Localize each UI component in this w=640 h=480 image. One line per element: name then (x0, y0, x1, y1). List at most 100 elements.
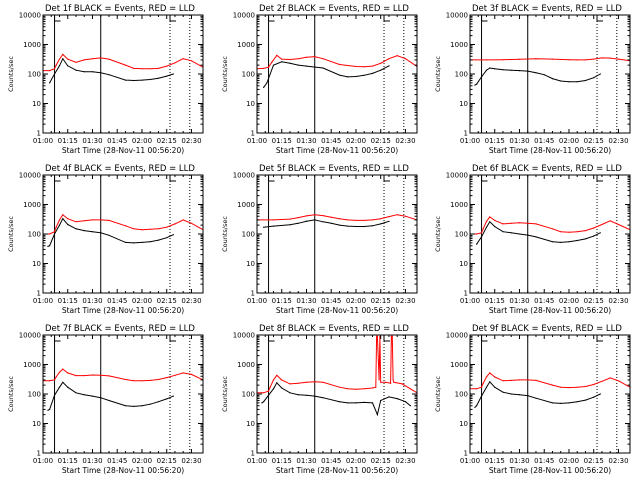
x-tick-label: 01:15 (485, 297, 505, 305)
x-tick-label: 01:30 (296, 297, 316, 305)
point-lld (58, 219, 61, 221)
x-tick-label: 02:30 (608, 297, 628, 305)
point-lld (535, 379, 537, 381)
point-lld (75, 375, 77, 377)
point-events (297, 64, 299, 66)
point-lld (55, 376, 57, 378)
point-lld (53, 379, 56, 381)
point-lld (281, 379, 283, 381)
point-events (261, 402, 263, 404)
point-lld (609, 220, 611, 222)
point-lld (322, 381, 324, 383)
series-line-lld (257, 214, 417, 221)
point-lld (267, 390, 270, 392)
point-events (480, 76, 483, 78)
point-events (166, 75, 168, 77)
point-events (141, 241, 143, 243)
y-tick-label: 10 (32, 420, 41, 428)
point-events (527, 234, 529, 236)
point-events (322, 67, 324, 69)
point-events (305, 65, 308, 67)
top-marker (268, 15, 275, 22)
point-events (133, 405, 135, 407)
x-tick-label: 02:30 (181, 457, 201, 465)
point-lld (276, 374, 278, 376)
panel-series (43, 213, 203, 247)
point-lld (100, 374, 102, 376)
top-marker (383, 335, 391, 342)
top-marker (54, 175, 61, 182)
y-tick-label: 100 (455, 231, 468, 239)
panel-title: Det 9f BLACK = Events, RED = LLD (472, 324, 622, 334)
point-lld (338, 386, 341, 388)
point-events (599, 393, 601, 395)
plot-frame (42, 174, 204, 294)
point-events (593, 235, 595, 237)
panel-series (43, 53, 203, 84)
point-events (281, 61, 283, 63)
y-tick-label: 10000 (19, 172, 41, 180)
x-tick-label: 01:15 (272, 137, 292, 145)
x-tick-label: 01:00 (33, 297, 53, 305)
point-events (543, 74, 545, 76)
point-events (314, 219, 316, 221)
point-lld (375, 386, 377, 388)
point-events (584, 79, 587, 82)
point-lld (124, 225, 127, 227)
point-lld (560, 386, 562, 388)
point-lld (584, 385, 587, 388)
point-events (560, 402, 562, 404)
y-axis-label: Counts/sec (434, 56, 442, 92)
point-lld (166, 377, 168, 379)
point-lld (593, 58, 595, 60)
point-events (47, 245, 49, 247)
x-tick-label: 01:15 (485, 457, 505, 465)
point-lld (58, 371, 61, 373)
point-lld (182, 219, 184, 221)
point-events (380, 223, 382, 225)
point-events (494, 68, 496, 70)
point-lld (314, 381, 316, 383)
point-lld (601, 57, 603, 59)
series-line-lld (257, 54, 417, 70)
x-tick-label: 02:30 (608, 457, 628, 465)
y-tick-label: 100 (28, 391, 41, 399)
y-tick-label: 10 (246, 420, 255, 428)
y-axis-label: Counts/sec (434, 216, 442, 252)
point-lld (494, 219, 496, 221)
y-tick-label: 1000 (450, 41, 468, 49)
point-lld (363, 388, 365, 390)
y-tick-label: 1000 (23, 201, 41, 209)
panel-series (257, 54, 417, 88)
x-tick-label: 02:15 (371, 137, 391, 145)
point-lld (502, 223, 504, 225)
point-events (527, 70, 529, 72)
x-tick-label: 01:45 (321, 457, 341, 465)
point-events (404, 401, 407, 403)
panel-series (43, 368, 203, 411)
point-events (355, 75, 357, 78)
x-tick-label: 01:00 (247, 297, 267, 305)
plot-frame (42, 14, 204, 134)
panel-2: Det 2f BLACK = Events, RED = LLD 1 10 100 10… (221, 4, 418, 155)
x-tick-label: 01:15 (272, 457, 292, 465)
x-tick-label: 01:45 (321, 297, 341, 305)
point-events (371, 225, 374, 227)
point-lld (83, 375, 85, 377)
point-lld (330, 216, 332, 218)
point-lld (568, 387, 570, 389)
point-events (62, 218, 64, 220)
y-tick-label: 1 (464, 450, 468, 458)
x-tick-label: 01:30 (296, 137, 316, 145)
point-events (172, 73, 174, 75)
point-events (551, 78, 554, 80)
point-events (133, 79, 135, 82)
point-events (502, 69, 504, 71)
point-lld (305, 56, 308, 58)
y-tick-label: 1 (251, 130, 255, 138)
x-tick-label: 01:00 (247, 457, 267, 465)
point-events (141, 405, 143, 407)
panel-7: Det 7f BLACK = Events, RED = LLD 1 10 100 10… (7, 324, 204, 475)
point-events (157, 77, 160, 79)
point-events (108, 234, 110, 236)
